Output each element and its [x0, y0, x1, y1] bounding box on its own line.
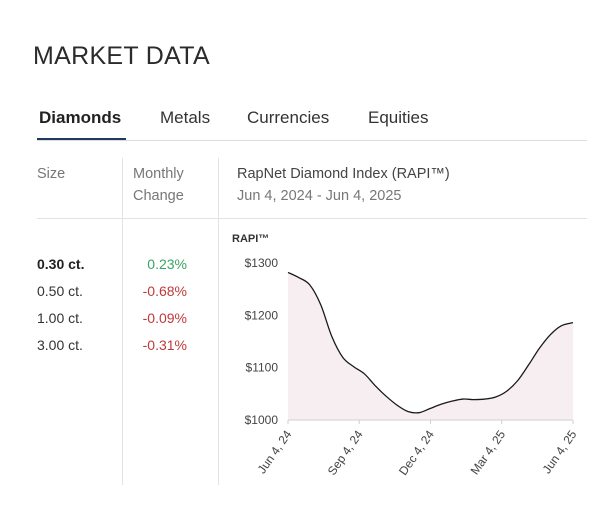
area-fill — [288, 272, 573, 420]
size-label: 0.30 ct. — [37, 256, 85, 272]
rapi-chart-svg: RAPI™ $1000 $1100 $1200 $1300 Jun 4, 24 Sep 4,… — [232, 233, 580, 478]
tabs-divider — [37, 140, 587, 141]
table-row: 3.00 ct. -0.31% — [0, 337, 220, 361]
monthly-change-header: Monthly Change — [133, 163, 184, 207]
x-tick-label: Mar 4, 25 — [468, 427, 509, 477]
change-value: -0.31% — [142, 337, 187, 353]
index-date-range: Jun 4, 2024 - Jun 4, 2025 — [237, 188, 402, 204]
table-row: 0.50 ct. -0.68% — [0, 283, 220, 307]
size-label: 0.50 ct. — [37, 283, 83, 299]
y-tick-label: $1200 — [245, 308, 279, 322]
monthly-change-header-line2: Change — [133, 188, 184, 204]
column-divider — [218, 158, 219, 485]
series-line — [287, 271, 574, 414]
x-tick-label: Jun 4, 25 — [540, 427, 580, 476]
y-tick-label: $1300 — [245, 256, 279, 270]
y-tick-label: $1100 — [246, 361, 279, 375]
index-title: RapNet Diamond Index (RAPI™) — [237, 166, 450, 182]
x-tick-label: Jun 4, 24 — [255, 427, 295, 476]
tab-bar: Diamonds Metals Currencies Equities — [0, 108, 608, 144]
header-divider — [37, 218, 587, 219]
change-value: -0.68% — [142, 283, 187, 299]
index-header: RapNet Diamond Index (RAPI™) Jun 4, 2024… — [237, 163, 450, 207]
change-value: 0.23% — [147, 256, 187, 272]
size-label: 1.00 ct. — [37, 310, 83, 326]
tab-equities[interactable]: Equities — [368, 108, 429, 127]
y-tick-label: $1000 — [245, 413, 279, 427]
column-divider — [122, 158, 123, 485]
x-tick-label: Sep 4, 24 — [325, 427, 366, 477]
page-title: MARKET DATA — [33, 42, 210, 70]
tab-metals[interactable]: Metals — [160, 108, 211, 127]
active-tab-indicator — [37, 138, 126, 141]
rapi-chart: RAPI™ $1000 $1100 $1200 $1300 Jun 4, 24 Sep 4,… — [226, 228, 596, 513]
monthly-change-header-line1: Monthly — [133, 166, 184, 182]
table-row: 0.30 ct. 0.23% — [0, 256, 220, 280]
table-row: 1.00 ct. -0.09% — [0, 310, 220, 334]
x-tick-label: Dec 4, 24 — [396, 427, 437, 477]
y-axis-title: RAPI™ — [232, 233, 269, 245]
tab-diamonds[interactable]: Diamonds — [39, 108, 122, 127]
tab-currencies[interactable]: Currencies — [247, 108, 330, 127]
change-value: -0.09% — [142, 310, 187, 326]
size-label: 3.00 ct. — [37, 337, 83, 353]
size-column-header: Size — [37, 166, 66, 182]
